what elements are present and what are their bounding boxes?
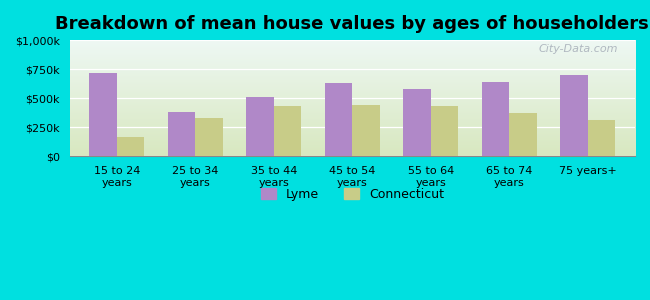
Bar <box>325 83 352 156</box>
Bar <box>482 82 510 156</box>
Bar <box>196 118 223 156</box>
Bar <box>431 106 458 156</box>
Bar <box>588 120 616 156</box>
Bar <box>168 112 196 156</box>
Bar <box>274 106 302 156</box>
Bar <box>117 136 144 156</box>
Bar <box>560 75 588 156</box>
Bar <box>510 113 537 156</box>
Bar <box>246 97 274 156</box>
Legend: Lyme, Connecticut: Lyme, Connecticut <box>256 183 449 206</box>
Bar <box>352 105 380 156</box>
Title: Breakdown of mean house values by ages of householders: Breakdown of mean house values by ages o… <box>55 15 649 33</box>
Bar <box>404 89 431 156</box>
Text: City-Data.com: City-Data.com <box>539 44 618 54</box>
Bar <box>89 73 117 156</box>
